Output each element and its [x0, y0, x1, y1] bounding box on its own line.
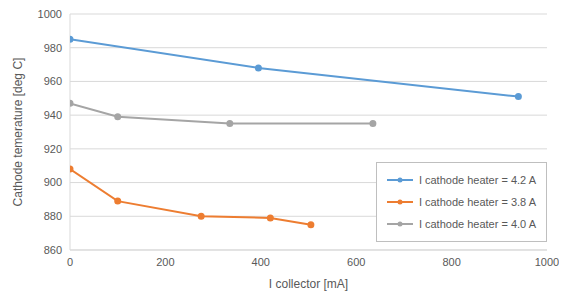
svg-text:920: 920 — [44, 143, 62, 155]
svg-text:980: 980 — [44, 42, 62, 54]
svg-text:Cathode temerature [deg C]: Cathode temerature [deg C] — [11, 58, 25, 207]
svg-text:960: 960 — [44, 75, 62, 87]
svg-text:200: 200 — [156, 256, 174, 268]
html-text:I cathode heater = 4.2 A: I cathode heater = 4.2 A — [418, 174, 536, 186]
svg-text:1000: 1000 — [38, 8, 62, 20]
html-text:I cathode heater = 3.8 A: I cathode heater = 3.8 A — [418, 196, 536, 208]
svg-text:800: 800 — [442, 256, 460, 268]
svg-text:860: 860 — [44, 244, 62, 256]
svg-text:600: 600 — [347, 256, 365, 268]
html-text:I cathode heater = 4.0 A: I cathode heater = 4.0 A — [418, 218, 536, 230]
svg-text:I collector [mA]: I collector [mA] — [269, 277, 348, 291]
svg-text:1000: 1000 — [535, 256, 559, 268]
svg-text:880: 880 — [44, 210, 62, 222]
svg-text:400: 400 — [252, 256, 270, 268]
svg-text:0: 0 — [67, 256, 73, 268]
svg-text:900: 900 — [44, 176, 62, 188]
svg-text:940: 940 — [44, 109, 62, 121]
